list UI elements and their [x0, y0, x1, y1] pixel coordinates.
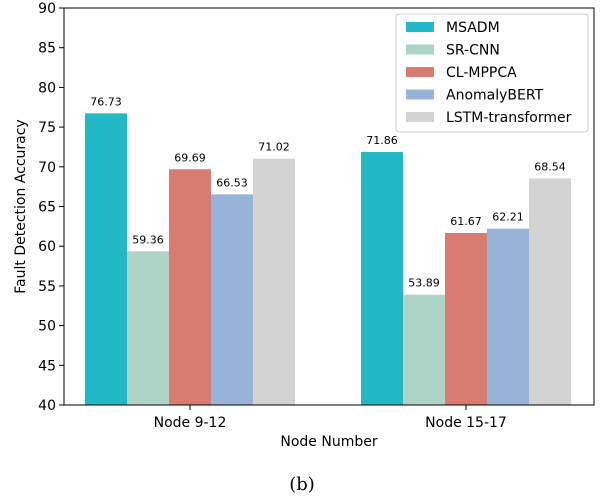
legend-swatch [406, 112, 434, 122]
bar-msadm-2 [361, 152, 403, 405]
bar-anomalybert-1 [211, 194, 253, 405]
data-labels-group: 76.73 59.36 69.69 66.53 71.02 71.86 53.89 61.67… [90, 95, 566, 289]
x-tick-label: Node 9-12 [154, 415, 227, 431]
bar-cl-mppca-2 [445, 232, 487, 405]
y-axis-ticks: 40 45 50 55 60 65 70 75 80 85 90 [38, 1, 64, 414]
legend-entry: SR-CNN [446, 43, 500, 59]
x-tick-label: Node 15-17 [425, 415, 507, 431]
data-label: 69.69 [174, 151, 206, 164]
data-label: 68.54 [534, 160, 566, 173]
y-tick-label: 75 [38, 120, 56, 136]
data-label: 62.21 [492, 211, 524, 224]
legend: MSADM SR-CNN CL-MPPCA AnomalyBERT LSTM-trans… [395, 13, 589, 133]
y-tick-label: 45 [38, 358, 56, 374]
figure-caption: (b) [289, 474, 315, 495]
legend-entry: CL-MPPCA [446, 65, 517, 81]
y-tick-label: 65 [38, 200, 56, 216]
data-label: 76.73 [90, 95, 122, 108]
data-label: 61.67 [450, 215, 482, 228]
data-label: 53.89 [408, 277, 440, 290]
legend-swatch [406, 44, 434, 55]
y-tick-label: 60 [38, 239, 56, 255]
x-axis-label: Node Number [280, 434, 377, 450]
legend-frame [395, 13, 589, 133]
legend-entry: LSTM-transformer [446, 110, 572, 126]
data-label: 71.86 [366, 134, 398, 147]
y-tick-label: 85 [38, 41, 56, 57]
legend-entry: AnomalyBERT [446, 88, 544, 104]
data-label: 66.53 [216, 176, 248, 189]
data-label: 59.36 [132, 233, 164, 246]
y-tick-label: 55 [38, 279, 56, 295]
legend-entry: MSADM [446, 20, 500, 36]
legend-swatch [406, 67, 434, 77]
bar-lstm-transformer-1 [253, 158, 295, 405]
bars-group [85, 113, 571, 405]
x-axis-ticks: Node 9-12 Node 15-17 [154, 405, 507, 431]
y-tick-label: 70 [38, 160, 56, 176]
y-tick-label: 50 [38, 319, 56, 335]
y-axis-label: Fault Detection Accuracy [13, 119, 29, 293]
y-tick-label: 90 [38, 1, 56, 17]
bar-lstm-transformer-2 [529, 178, 571, 405]
bar-cl-mppca-1 [169, 169, 211, 405]
bar-sr-cnn-1 [127, 251, 169, 405]
legend-swatch [406, 89, 434, 100]
bar-msadm-1 [85, 113, 127, 405]
bar-sr-cnn-2 [403, 294, 445, 405]
data-label: 71.02 [258, 141, 290, 154]
bar-anomalybert-2 [487, 228, 529, 405]
legend-swatch [406, 22, 434, 32]
y-tick-label: 40 [38, 398, 56, 414]
y-tick-label: 80 [38, 80, 56, 96]
